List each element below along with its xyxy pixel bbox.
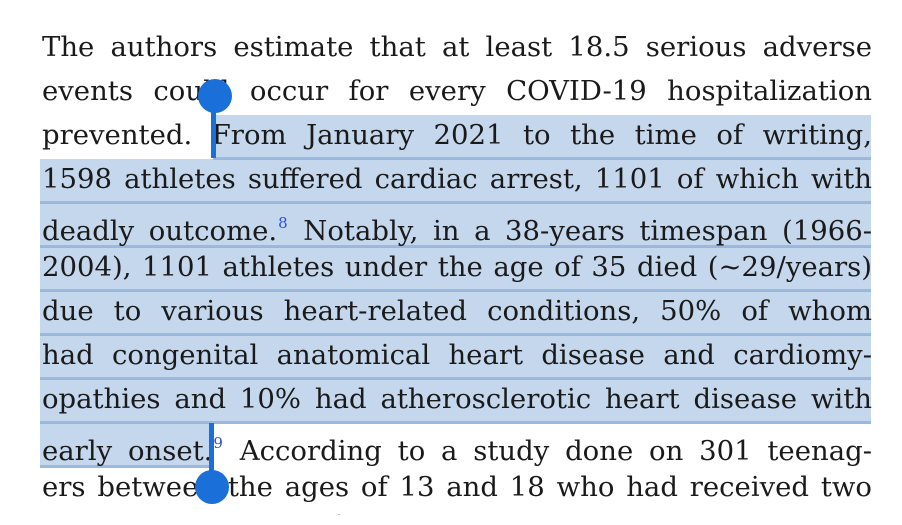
selection-start-caret [211,100,216,158]
selection-highlight [40,379,871,424]
footnote-link[interactable]: 8 [278,214,288,232]
selection-highlight [40,423,212,468]
text-line[interactable]: 1598 athletes suffered cardiac arrest, 1… [42,163,872,195]
selection-highlight [40,159,871,204]
selection-highlight [40,291,871,336]
text-line[interactable]: due to various heart-related conditions,… [42,295,872,327]
text-line[interactable]: opathies and 10% had atherosclerotic hea… [42,383,872,415]
selection-end-handle[interactable] [195,470,229,504]
selection-highlight [40,335,871,380]
text-line[interactable]: prevented. From January 2021 to the time… [42,119,872,151]
selection-end-caret [209,423,214,479]
text-line[interactable]: deadly outcome.8 Notably, in a 38-years … [42,214,872,247]
text-line[interactable]: ers between the ages of 13 and 18 who ha… [42,471,872,503]
text-line[interactable]: early onset.9 According to a study done … [42,434,872,467]
text-line[interactable]: The authors estimate that at least 18.5 … [42,31,872,63]
text-line[interactable]: had congenital anatomical heart disease … [42,339,872,371]
selection-highlight [213,115,871,160]
text-line[interactable]: events could occur for every COVID-19 ho… [42,75,872,107]
selection-highlight [40,247,871,292]
selection-highlight [40,203,871,248]
footnote-link[interactable]: 9 [213,434,223,452]
text-line-cutoff: doses of the Pfizer/BioNTech vaccine... [42,514,872,525]
text-line[interactable]: 2004), 1101 athletes under the age of 35… [42,251,872,283]
